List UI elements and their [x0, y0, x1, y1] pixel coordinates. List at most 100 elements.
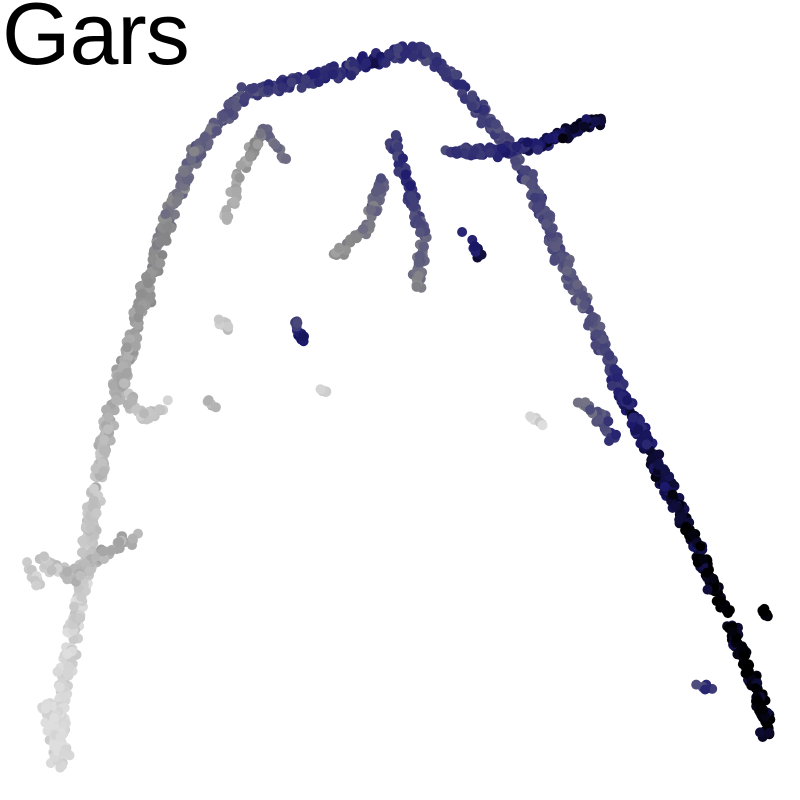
data-point	[400, 169, 411, 180]
data-point	[415, 227, 425, 238]
data-point	[431, 56, 442, 67]
data-point	[234, 172, 245, 183]
data-point	[365, 204, 376, 215]
data-point	[223, 321, 234, 332]
data-point	[108, 380, 118, 391]
data-point	[236, 82, 247, 93]
data-point	[532, 144, 543, 155]
data-point	[296, 82, 307, 93]
data-point	[764, 727, 775, 738]
data-point	[406, 191, 417, 202]
data-point	[641, 429, 652, 440]
data-point	[56, 731, 67, 742]
data-point	[315, 384, 326, 395]
data-point	[457, 79, 468, 90]
data-point	[90, 463, 101, 474]
data-point	[740, 660, 751, 671]
data-point	[700, 684, 711, 695]
data-point	[138, 408, 149, 419]
data-point	[348, 59, 359, 69]
data-point	[162, 395, 173, 406]
data-point	[609, 364, 620, 375]
data-point	[519, 165, 530, 176]
data-point	[62, 667, 73, 678]
data-point	[561, 265, 572, 276]
data-point	[62, 649, 73, 659]
data-point	[370, 186, 381, 197]
data-point	[255, 128, 266, 139]
data-point	[127, 533, 138, 544]
data-point	[688, 529, 698, 540]
data-point	[525, 411, 536, 422]
data-point	[358, 224, 369, 234]
data-point	[127, 395, 138, 406]
data-point	[351, 233, 362, 244]
data-point	[75, 570, 86, 581]
data-point	[476, 118, 487, 129]
data-point	[160, 209, 171, 220]
data-point	[490, 119, 501, 130]
data-point	[383, 48, 394, 59]
data-point	[247, 83, 258, 94]
data-point	[97, 546, 108, 557]
data-point	[579, 121, 590, 132]
data-point	[738, 649, 749, 660]
data-point	[182, 174, 193, 185]
data-point	[229, 196, 240, 207]
data-point	[179, 167, 190, 178]
data-point	[111, 394, 121, 405]
data-point	[399, 48, 410, 59]
data-point	[510, 156, 521, 167]
chart-title: Gars	[2, 0, 190, 83]
data-point	[670, 501, 681, 512]
data-point	[245, 152, 256, 162]
data-point	[758, 704, 769, 715]
data-point	[606, 380, 617, 391]
data-point	[543, 210, 554, 221]
data-point	[695, 541, 706, 552]
data-points	[22, 41, 776, 773]
data-point	[392, 43, 403, 54]
data-point	[263, 85, 274, 96]
data-point	[759, 603, 770, 614]
data-point	[380, 57, 391, 68]
data-point	[591, 329, 602, 340]
data-point	[604, 436, 614, 446]
data-point	[408, 201, 419, 212]
data-point	[203, 395, 214, 406]
data-point	[58, 748, 69, 758]
data-point	[270, 139, 281, 150]
data-point	[659, 481, 670, 492]
data-point	[511, 141, 522, 152]
data-point	[550, 254, 560, 265]
data-point	[132, 319, 143, 330]
data-point	[99, 434, 110, 445]
data-point	[572, 279, 583, 290]
data-point	[459, 148, 470, 159]
data-point	[154, 404, 165, 415]
data-point	[580, 397, 591, 408]
data-point	[186, 154, 197, 165]
data-point	[292, 317, 303, 328]
data-point	[84, 566, 95, 577]
data-point	[334, 242, 345, 253]
data-point	[421, 47, 432, 58]
data-point	[162, 221, 173, 232]
data-point	[451, 148, 462, 159]
data-point	[80, 558, 91, 569]
data-point	[590, 340, 601, 351]
data-point	[641, 439, 652, 450]
data-point	[88, 483, 99, 494]
data-point	[603, 416, 614, 427]
data-point	[537, 420, 548, 431]
data-point	[755, 727, 765, 738]
data-point	[77, 535, 88, 546]
data-point	[102, 424, 113, 435]
data-point	[622, 395, 633, 406]
data-point	[43, 720, 54, 731]
data-point	[716, 596, 727, 606]
data-point	[114, 536, 125, 547]
data-point	[46, 565, 57, 576]
data-point	[450, 69, 461, 80]
